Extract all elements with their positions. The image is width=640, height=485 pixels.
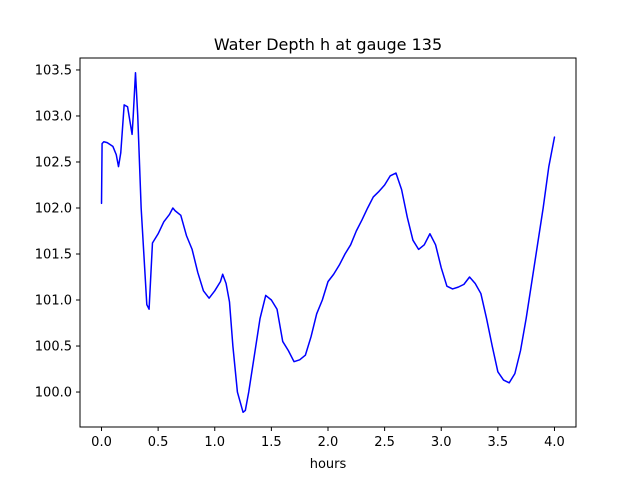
axes-frame [79, 57, 577, 428]
x-axis-label: hours [310, 457, 347, 472]
y-axis: 100.0 100.5 101.0 101.5 102.0 102.5 103.0 103.5 [35, 63, 80, 401]
x-tick-label: 1.5 [261, 435, 282, 450]
chart-title: Water Depth h at gauge 135 [214, 35, 442, 54]
x-tick-label: 4.0 [544, 435, 565, 450]
plot-area [100, 71, 556, 414]
x-axis: 0.0 0.5 1.0 1.5 2.0 2.5 3.0 3.5 4.0 [91, 427, 565, 450]
y-tick-label: 100.0 [35, 386, 72, 401]
x-tick-label: 2.0 [318, 435, 339, 450]
x-tick-label: 3.5 [488, 435, 509, 450]
x-tick-label: 0.5 [148, 435, 169, 450]
y-tick-label: 100.5 [35, 340, 72, 355]
x-tick-label: 0.0 [91, 435, 112, 450]
y-tick-label: 102.5 [35, 155, 72, 170]
y-tick-label: 103.5 [35, 63, 72, 78]
y-tick-label: 101.0 [35, 294, 72, 309]
y-tick-label: 101.5 [35, 248, 72, 263]
y-tick-label: 102.0 [35, 201, 72, 216]
x-tick-label: 1.0 [204, 435, 225, 450]
x-tick-label: 3.0 [431, 435, 452, 450]
y-tick-label: 103.0 [35, 109, 72, 124]
series-line [100, 71, 556, 414]
x-tick-label: 2.5 [374, 435, 395, 450]
